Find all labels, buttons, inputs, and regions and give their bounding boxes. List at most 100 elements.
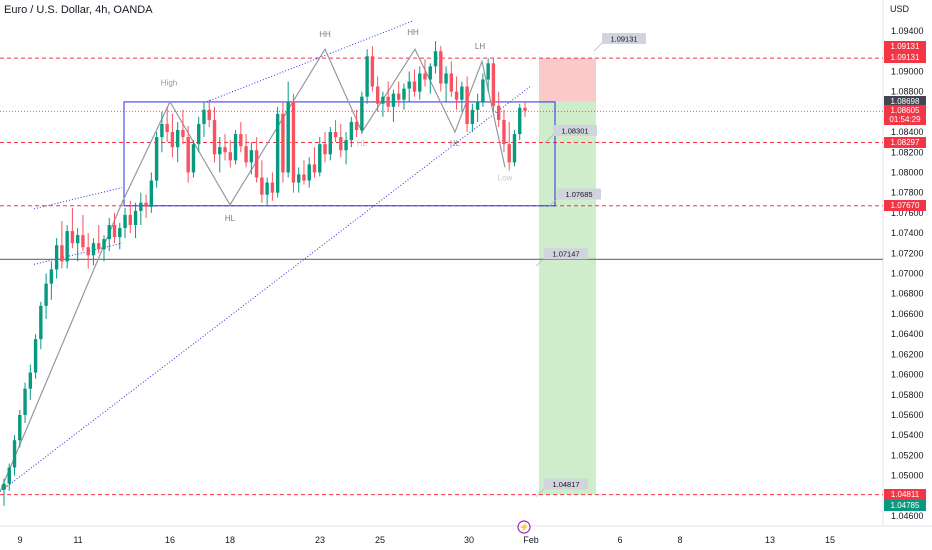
x-tick-label: 9 [17,535,22,545]
price-label-box [884,500,926,511]
candle-body [207,109,211,120]
level-callout-box [602,33,646,45]
candle-body [481,79,485,102]
candle-body [44,283,48,306]
y-tick-label: 1.06400 [891,329,924,339]
candle-body [149,180,154,207]
level-callout-text: 1.07685 [565,190,592,199]
candle-body [70,231,75,244]
candle-body [254,150,259,178]
candle-body [502,119,506,145]
candle-body [281,113,285,173]
candle-body [439,51,443,84]
candle-body [391,93,396,107]
price-label-box [884,200,926,211]
y-tick-label: 1.06000 [891,370,924,380]
level-callout-box [553,124,597,136]
candle-body [81,235,85,248]
candle-body [318,144,322,173]
y-tick-label: 1.06200 [891,349,924,359]
y-tick-label: 1.05000 [891,471,924,481]
candle-body [396,93,401,100]
candle-body [54,245,59,270]
candle-body [328,132,332,155]
x-tick-label: 8 [677,535,682,545]
x-tick-label: Feb [523,535,539,545]
candle-body [433,51,438,67]
price-label-box [884,114,926,125]
y-tick-label: 1.08800 [891,87,924,97]
candle-body [428,66,432,80]
candle-body [233,134,238,161]
price-label-box [884,52,926,63]
y-tick-label: 1.08200 [891,147,924,157]
candle-body [91,243,96,256]
candle-body [454,91,459,100]
channel-small-upper [33,187,123,210]
candle-body [97,243,101,250]
y-tick-label: 1.05200 [891,450,924,460]
candle-body [402,88,406,100]
candle-body [18,414,22,441]
candle-body [512,134,517,163]
currency-label: USD [890,4,910,14]
candle-body [418,73,422,92]
swing-label: HH [407,28,419,37]
candle-body [223,147,227,153]
channel-upper [206,20,414,103]
callout-leader [535,257,545,267]
candle-body [339,137,343,151]
price-label-text: 1.09131 [891,42,920,51]
candle-body [470,109,475,124]
y-tick-label: 1.07000 [891,269,924,279]
level-callout-text: 1.07147 [552,250,579,259]
candle-body [165,123,169,133]
level-callout-text: 1.04817 [552,480,579,489]
candle-body [297,174,301,183]
candle-body [449,73,454,92]
candle-body [133,210,138,225]
candle-body [523,107,527,111]
y-tick-label: 1.07800 [891,188,924,198]
candle-body [491,63,496,106]
price-label-text: 1.08698 [891,97,920,106]
candle-body [186,137,190,173]
candle-body [202,109,206,124]
y-tick-label: 1.07200 [891,248,924,258]
x-tick-label: 15 [825,535,835,545]
price-label-box [884,96,926,107]
candle-body [270,182,275,193]
swing-label: LH [475,42,485,51]
candle-body [123,214,127,229]
price-label-text: 1.04785 [891,501,920,510]
level-callout-box [557,188,601,200]
swing-zigzag [0,47,506,492]
candle-body [160,123,164,138]
flash-glyph: ⚡ [519,522,529,532]
price-label-text: 1.08297 [891,138,920,147]
candle-body [249,150,254,163]
candle-body [12,440,17,468]
swing-label: HL [225,214,236,223]
trendline-lower [0,86,531,493]
callout-leader [548,198,558,207]
price-label-box [884,137,926,148]
candle-body [275,113,280,193]
candle-body [112,225,117,238]
price-label-text: 1.04811 [891,490,920,499]
y-tick-label: 1.08000 [891,167,924,177]
candle-body [375,86,380,104]
candle-body [49,269,54,284]
candle-body [107,225,111,240]
candle-body [291,101,296,183]
flash-icon [517,520,531,534]
y-tick-label: 1.05400 [891,430,924,440]
candle-body [244,146,248,163]
y-tick-label: 1.05800 [891,390,924,400]
candle-body [33,339,38,373]
y-tick-label: 1.09000 [891,66,924,76]
candle-body [365,56,369,97]
candle-body [518,107,522,135]
